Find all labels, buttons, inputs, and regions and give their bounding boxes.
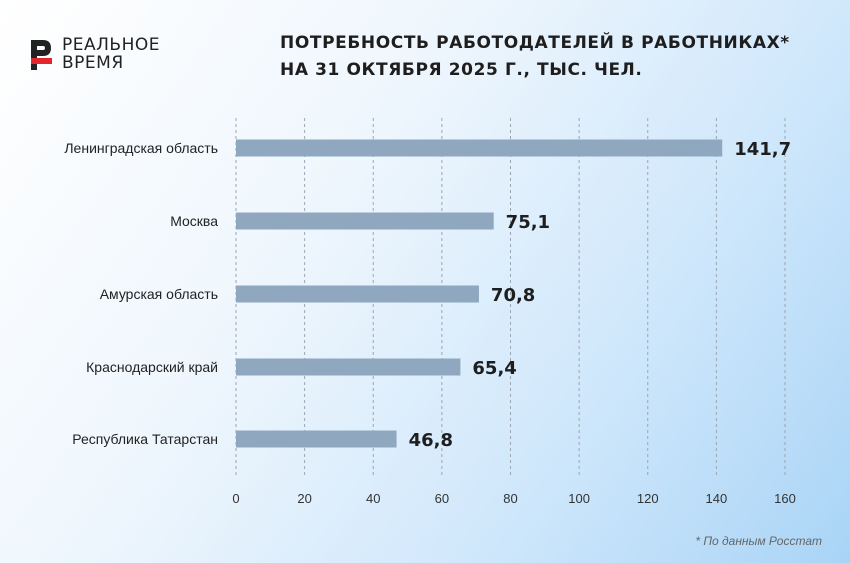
x-tick-label: 140 xyxy=(706,491,728,506)
value-label: 75,1 xyxy=(506,212,550,233)
bar xyxy=(236,285,479,303)
chart-title-line-2: НА 31 ОКТЯБРЯ 2025 Г., ТЫС. ЧЕЛ. xyxy=(280,60,643,80)
x-tick-label: 0 xyxy=(232,491,239,506)
bar xyxy=(236,212,494,230)
logo: РЕАЛЬНОЕ ВРЕМЯ xyxy=(28,36,198,76)
category-label: Республика Татарстан xyxy=(72,431,218,447)
chart-title-line-1: ПОТРЕБНОСТЬ РАБОТОДАТЕЛЕЙ В РАБОТНИКАХ* xyxy=(280,33,790,53)
value-label: 46,8 xyxy=(409,430,453,451)
category-label: Краснодарский край xyxy=(86,359,218,375)
value-label: 70,8 xyxy=(491,285,535,306)
value-label: 141,7 xyxy=(734,139,791,160)
x-tick-label: 20 xyxy=(297,491,311,506)
chart-title: ПОТРЕБНОСТЬ РАБОТОДАТЕЛЕЙ В РАБОТНИКАХ* … xyxy=(280,30,840,84)
category-label: Ленинградская область xyxy=(64,140,218,156)
bar xyxy=(236,358,461,376)
bar xyxy=(236,139,723,157)
logo-text: РЕАЛЬНОЕ ВРЕМЯ xyxy=(62,36,160,72)
bar xyxy=(236,430,397,448)
value-label: 65,4 xyxy=(472,358,516,379)
logo-icon xyxy=(31,40,52,70)
x-tick-label: 60 xyxy=(435,491,449,506)
x-tick-label: 40 xyxy=(366,491,380,506)
x-tick-label: 100 xyxy=(568,491,590,506)
x-tick-label: 80 xyxy=(503,491,517,506)
logo-line-2: ВРЕМЯ xyxy=(62,53,124,73)
x-tick-label: 120 xyxy=(637,491,659,506)
x-tick-label: 160 xyxy=(774,491,796,506)
category-label: Амурская область xyxy=(100,286,218,302)
category-label: Москва xyxy=(170,213,218,229)
source-footnote: * По данным Росстат xyxy=(695,534,822,548)
logo-line-1: РЕАЛЬНОЕ xyxy=(62,35,160,55)
